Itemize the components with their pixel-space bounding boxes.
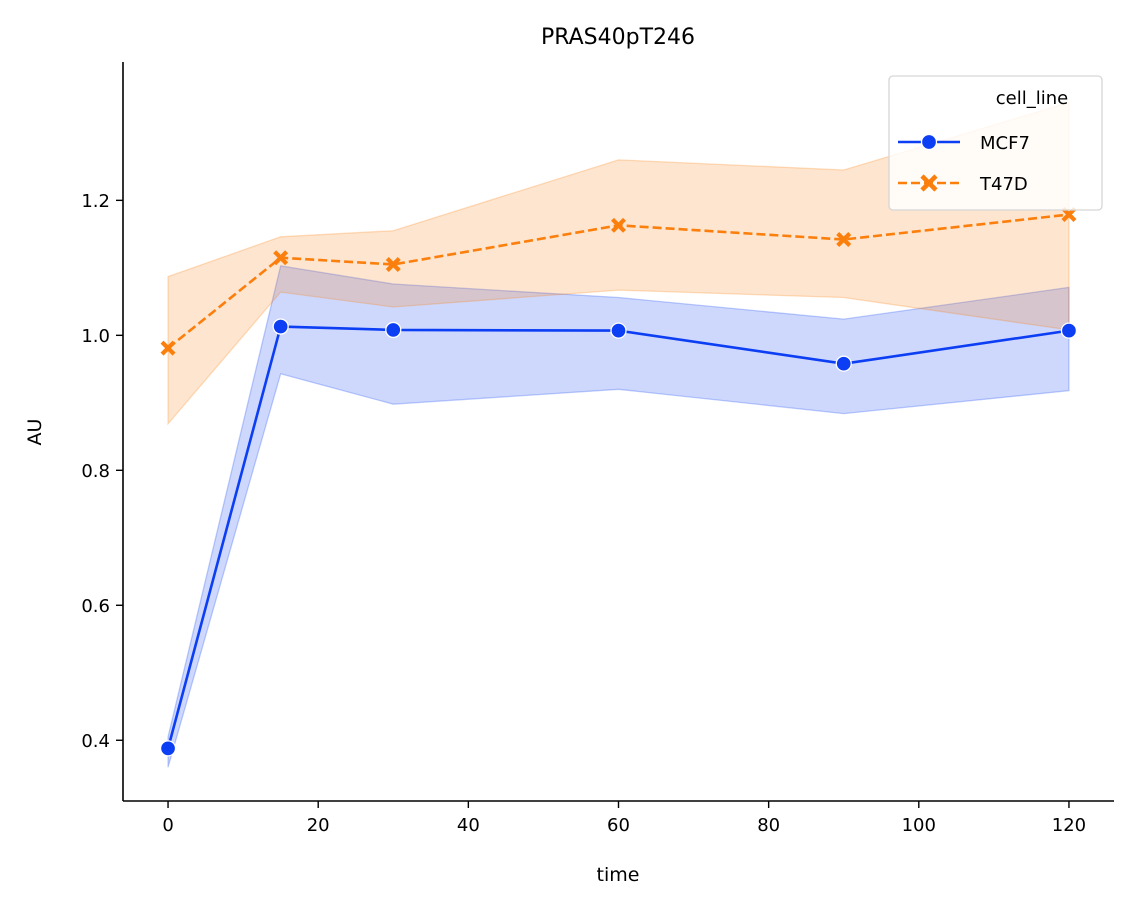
legend-marker-mcf7 bbox=[920, 133, 938, 151]
data-point-mcf7 bbox=[610, 322, 627, 339]
legend-entry-mcf7: MCF7 bbox=[898, 133, 1030, 154]
x-tick-label: 120 bbox=[1052, 815, 1086, 836]
ci-band-mcf7 bbox=[167, 265, 1070, 768]
legend-title: cell_line bbox=[996, 88, 1068, 109]
x-tick-label: 80 bbox=[757, 815, 780, 836]
x-tick-label: 40 bbox=[457, 815, 480, 836]
x-tick-label: 100 bbox=[902, 815, 936, 836]
legend: cell_line MCF7 T47D bbox=[888, 75, 1103, 211]
confidence-bands bbox=[167, 101, 1070, 768]
y-tick-label: 0.8 bbox=[81, 461, 110, 482]
legend-entry-t47d: T47D bbox=[898, 174, 1028, 195]
data-point-t47d bbox=[385, 256, 401, 272]
data-point-mcf7 bbox=[835, 355, 852, 372]
data-point-mcf7 bbox=[272, 318, 289, 335]
series-lines bbox=[166, 213, 1070, 749]
legend-box bbox=[888, 75, 1103, 211]
chart-title: PRAS40pT246 bbox=[541, 25, 695, 50]
data-point-t47d bbox=[160, 340, 176, 356]
data-point-t47d bbox=[611, 217, 626, 233]
data-point-t47d bbox=[273, 250, 289, 266]
y-tick-label: 1.0 bbox=[81, 326, 110, 347]
x-tick-label: 20 bbox=[307, 815, 330, 836]
y-tick-label: 0.4 bbox=[81, 731, 110, 752]
x-tick-label: 0 bbox=[162, 815, 173, 836]
x-axis-label: time bbox=[597, 864, 640, 886]
data-point-t47d bbox=[836, 232, 852, 247]
legend-marker-t47d bbox=[920, 174, 938, 192]
y-axis-label: AU bbox=[24, 419, 46, 446]
data-point-mcf7 bbox=[159, 740, 177, 757]
series-markers bbox=[159, 207, 1078, 757]
legend-label-t47d: T47D bbox=[979, 174, 1028, 195]
series-line-mcf7 bbox=[166, 325, 1070, 749]
y-tick-label: 0.6 bbox=[81, 596, 110, 617]
data-point-mcf7 bbox=[1060, 322, 1078, 339]
data-point-mcf7 bbox=[385, 321, 402, 339]
y-ticks: 0.4 0.6 0.8 1.0 1.2 bbox=[81, 191, 123, 752]
x-tick-label: 60 bbox=[607, 815, 630, 836]
y-tick-label: 1.2 bbox=[81, 191, 110, 212]
x-ticks: 0 20 40 60 80 100 120 bbox=[162, 801, 1086, 836]
legend-label-mcf7: MCF7 bbox=[980, 133, 1030, 154]
series-line-t47d bbox=[167, 213, 1070, 350]
